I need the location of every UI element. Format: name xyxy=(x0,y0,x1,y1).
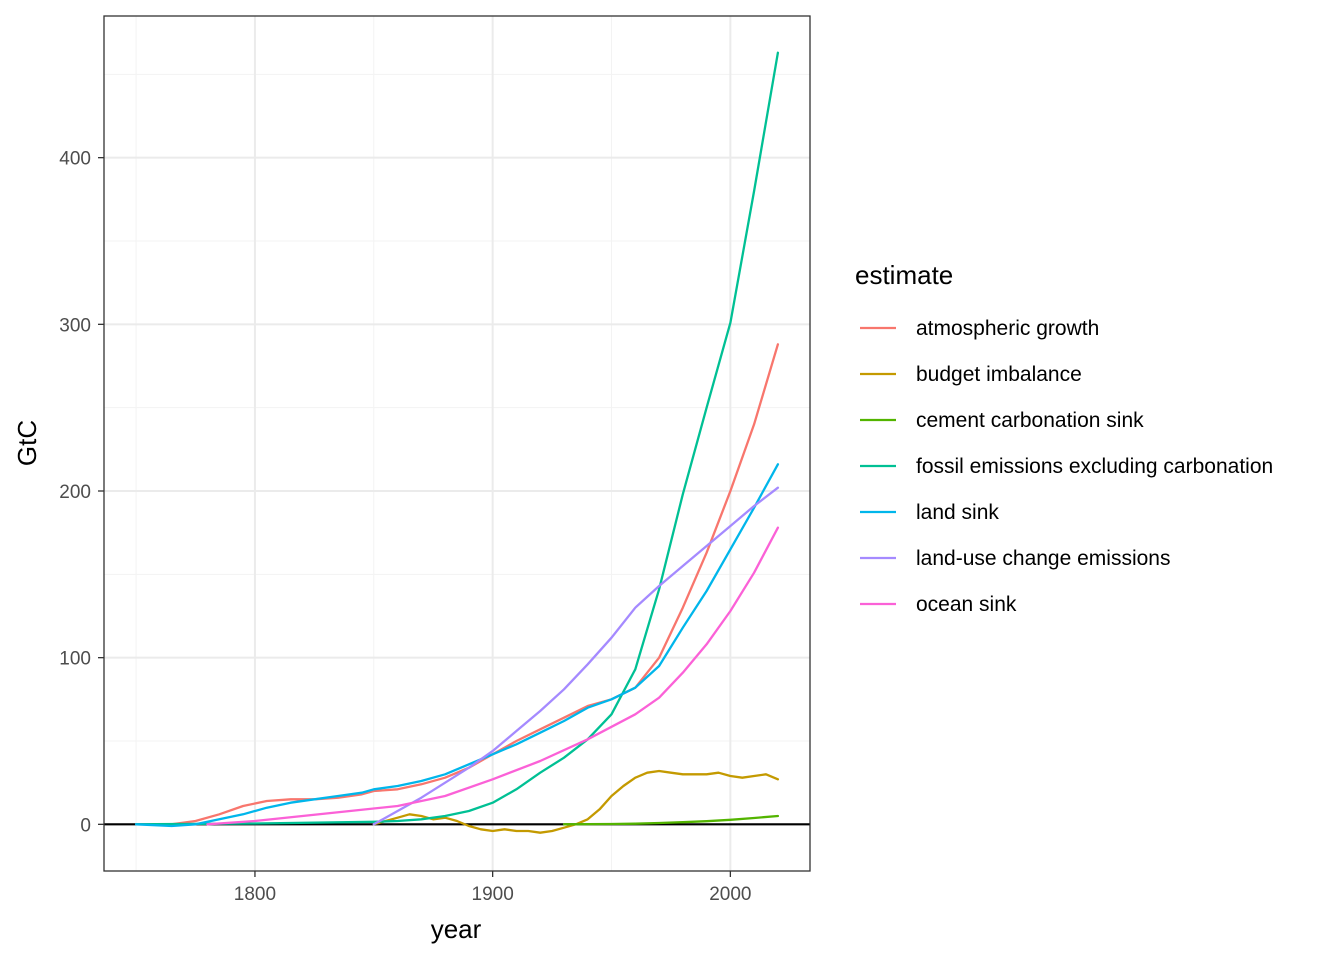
legend-label: budget imbalance xyxy=(916,363,1082,386)
plot-panel xyxy=(104,16,810,871)
plot-panel-background xyxy=(104,16,810,871)
series-line-fossil-emissions-excluding-carbonation xyxy=(134,51,780,826)
x-tick-label: 2000 xyxy=(709,884,751,905)
axis-ticks: 1800 1900 2000 0 100 200 300 400 xyxy=(59,149,751,905)
y-tick-label: 300 xyxy=(59,315,91,336)
plot-border xyxy=(103,15,811,872)
series-line-cement-carbonation-sink xyxy=(562,814,780,826)
y-tick-label: 400 xyxy=(59,149,91,170)
legend-title: estimate xyxy=(855,260,953,290)
y-axis-title: GtC xyxy=(12,420,42,466)
series-line-ocean-sink xyxy=(206,526,780,826)
x-tick-label: 1900 xyxy=(472,884,514,905)
x-tick-label: 1800 xyxy=(234,884,276,905)
legend: estimate atmospheric growth budget imbala… xyxy=(855,260,1273,616)
y-tick-label: 0 xyxy=(80,815,91,836)
legend-label: atmospheric growth xyxy=(916,317,1099,340)
series-lines xyxy=(134,51,780,834)
series-line-atmospheric-growth xyxy=(134,343,780,826)
legend-label: fossil emissions excluding carbonation xyxy=(916,455,1273,478)
x-axis-title: year xyxy=(431,914,482,944)
legend-label: land-use change emissions xyxy=(916,547,1170,570)
series-line-land-sink xyxy=(134,463,780,828)
legend-label: land sink xyxy=(916,501,999,524)
legend-label: ocean sink xyxy=(916,593,1017,616)
plot-border-rect xyxy=(103,15,811,872)
series-line-land-use-change-emissions xyxy=(372,486,780,826)
y-tick-label: 200 xyxy=(59,482,91,503)
y-tick-label: 100 xyxy=(59,649,91,670)
legend-label: cement carbonation sink xyxy=(916,409,1144,432)
